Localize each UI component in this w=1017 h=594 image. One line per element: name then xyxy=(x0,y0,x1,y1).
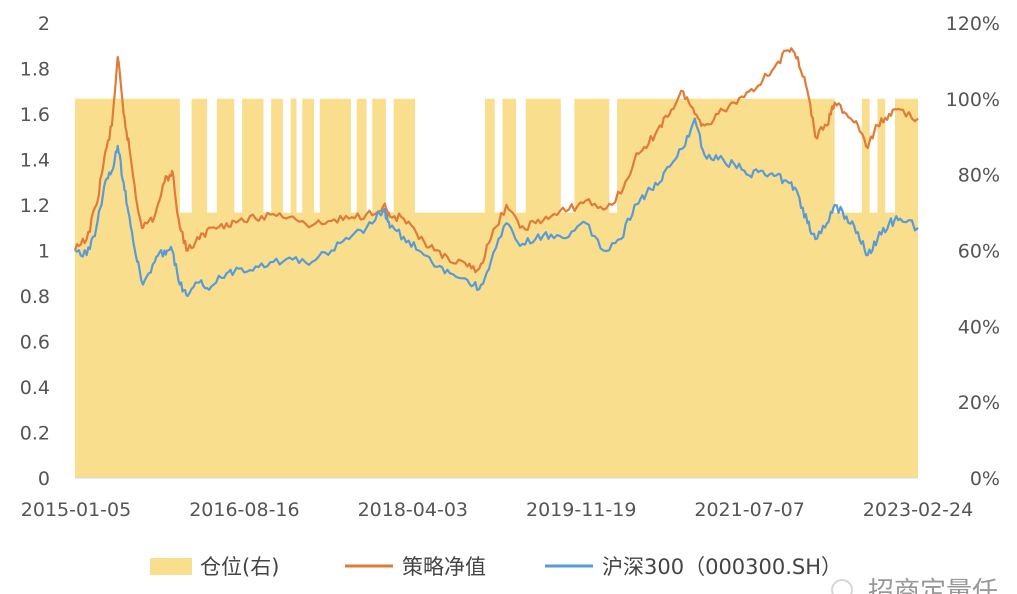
y-left-tick-label: 0.4 xyxy=(20,377,50,399)
y-left-tick-label: 1 xyxy=(38,241,50,263)
legend-swatch-area xyxy=(150,558,192,575)
y-left-tick-label: 2 xyxy=(38,13,50,35)
y-left-tick-label: 1.4 xyxy=(20,150,50,172)
y-right-tick-label: 20% xyxy=(958,392,1000,414)
legend-label: 策略净值 xyxy=(402,555,486,579)
x-tick-label: 2018-04-03 xyxy=(358,499,468,521)
legend-label: 沪深300（000300.SH） xyxy=(602,555,842,579)
position-area xyxy=(75,98,918,479)
y-right-tick-label: 120% xyxy=(946,13,1000,35)
y-left-tick-label: 0.6 xyxy=(20,332,50,354)
legend-item: 沪深300（000300.SH） xyxy=(545,555,842,579)
y-left-tick-label: 0.2 xyxy=(20,423,50,445)
watermark: 招商定量任 xyxy=(831,577,998,594)
y-left-tick-label: 1.8 xyxy=(20,59,50,81)
watermark-icon xyxy=(831,579,853,594)
y-right-tick-label: 80% xyxy=(958,165,1000,187)
legend: 仓位(右) 策略净值 沪深300（000300.SH） xyxy=(150,555,842,579)
y-left-tick-label: 1.2 xyxy=(20,195,50,217)
legend-label: 仓位(右) xyxy=(200,555,279,579)
legend-item: 策略净值 xyxy=(345,555,486,579)
y-right-tick-label: 100% xyxy=(946,89,1000,111)
y-right-tick-label: 60% xyxy=(958,241,1000,263)
x-tick-label: 2019-11-19 xyxy=(526,499,636,521)
watermark-text: 招商定量任 xyxy=(868,577,998,594)
legend-item: 仓位(右) xyxy=(150,555,279,579)
y-right-tick-label: 0% xyxy=(970,468,1000,490)
lines-layer xyxy=(73,47,919,298)
csi300-line xyxy=(74,117,919,298)
x-tick-label: 2021-07-07 xyxy=(694,499,804,521)
strategy-nav-line xyxy=(73,47,919,274)
y-right-tick-label: 40% xyxy=(958,316,1000,338)
x-tick-label: 2023-02-24 xyxy=(863,499,973,521)
y-left-tick-label: 0.8 xyxy=(20,286,50,308)
position-area-layer xyxy=(75,98,918,479)
x-tick-label: 2015-01-05 xyxy=(21,499,131,521)
y-left-tick-label: 1.6 xyxy=(20,104,50,126)
axis-layer: 00.20.40.60.811.21.41.61.820%20%40%60%80… xyxy=(20,13,1000,521)
x-tick-label: 2016-08-16 xyxy=(189,499,299,521)
y-left-tick-label: 0 xyxy=(38,468,50,490)
